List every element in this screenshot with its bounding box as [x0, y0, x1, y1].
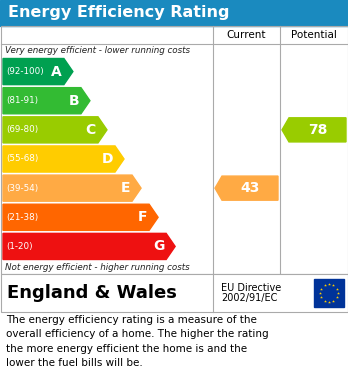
- Polygon shape: [3, 204, 158, 230]
- Bar: [314, 279, 344, 307]
- Polygon shape: [3, 146, 124, 172]
- Text: Current: Current: [227, 30, 266, 40]
- Text: Energy Efficiency Rating: Energy Efficiency Rating: [8, 5, 229, 20]
- Bar: [0, 274, 348, 312]
- Text: Potential: Potential: [291, 30, 337, 40]
- Text: (39-54): (39-54): [6, 184, 38, 193]
- Text: F: F: [137, 210, 147, 224]
- Polygon shape: [3, 59, 73, 84]
- Text: 78: 78: [308, 123, 327, 137]
- Text: EU Directive: EU Directive: [221, 283, 281, 293]
- Text: England & Wales: England & Wales: [7, 284, 177, 302]
- Text: 43: 43: [240, 181, 260, 195]
- Text: (21-38): (21-38): [6, 213, 38, 222]
- Text: B: B: [68, 94, 79, 108]
- Text: D: D: [102, 152, 113, 166]
- Text: Very energy efficient - lower running costs: Very energy efficient - lower running co…: [5, 46, 190, 55]
- Polygon shape: [3, 117, 107, 143]
- Polygon shape: [3, 233, 175, 260]
- Polygon shape: [3, 175, 141, 201]
- Polygon shape: [215, 176, 278, 200]
- Bar: [0, 26, 348, 274]
- Text: E: E: [120, 181, 130, 195]
- Text: (81-91): (81-91): [6, 96, 38, 105]
- Text: Not energy efficient - higher running costs: Not energy efficient - higher running co…: [5, 263, 190, 272]
- Bar: [0, 0, 348, 26]
- Text: A: A: [51, 65, 62, 79]
- Text: G: G: [153, 239, 164, 253]
- Text: (1-20): (1-20): [6, 242, 33, 251]
- Polygon shape: [282, 118, 346, 142]
- Text: 2002/91/EC: 2002/91/EC: [221, 293, 277, 303]
- Text: (55-68): (55-68): [6, 154, 38, 163]
- Text: The energy efficiency rating is a measure of the
overall efficiency of a home. T: The energy efficiency rating is a measur…: [6, 315, 269, 368]
- Text: (69-80): (69-80): [6, 126, 38, 135]
- Text: (92-100): (92-100): [6, 67, 44, 76]
- Polygon shape: [3, 88, 90, 114]
- Text: C: C: [86, 123, 96, 137]
